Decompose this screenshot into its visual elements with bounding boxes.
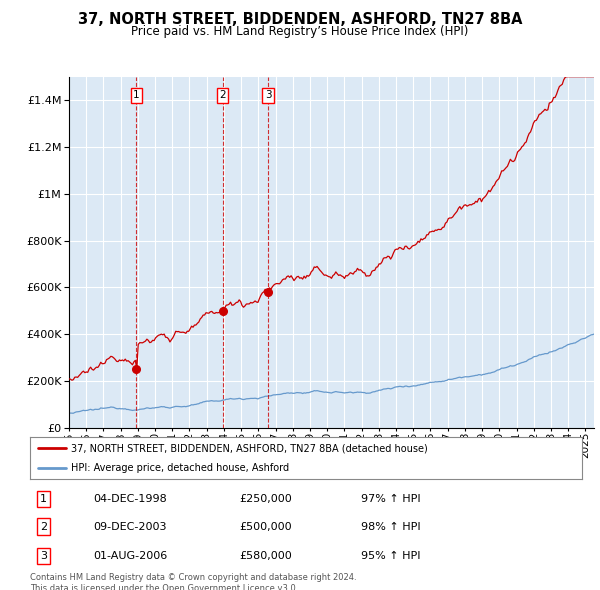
Text: 1: 1 [40, 494, 47, 504]
Text: £580,000: £580,000 [240, 551, 293, 561]
Text: £250,000: £250,000 [240, 494, 293, 504]
Text: 2: 2 [40, 522, 47, 532]
Text: 09-DEC-2003: 09-DEC-2003 [94, 522, 167, 532]
Text: 37, NORTH STREET, BIDDENDEN, ASHFORD, TN27 8BA (detached house): 37, NORTH STREET, BIDDENDEN, ASHFORD, TN… [71, 444, 428, 454]
Text: 98% ↑ HPI: 98% ↑ HPI [361, 522, 421, 532]
Text: 01-AUG-2006: 01-AUG-2006 [94, 551, 168, 561]
Text: 95% ↑ HPI: 95% ↑ HPI [361, 551, 421, 561]
Text: 2: 2 [219, 90, 226, 100]
Text: 3: 3 [40, 551, 47, 561]
Text: £500,000: £500,000 [240, 522, 292, 532]
Text: Price paid vs. HM Land Registry’s House Price Index (HPI): Price paid vs. HM Land Registry’s House … [131, 25, 469, 38]
Text: 1: 1 [133, 90, 140, 100]
Text: 3: 3 [265, 90, 272, 100]
Text: 37, NORTH STREET, BIDDENDEN, ASHFORD, TN27 8BA: 37, NORTH STREET, BIDDENDEN, ASHFORD, TN… [78, 12, 522, 27]
Text: HPI: Average price, detached house, Ashford: HPI: Average price, detached house, Ashf… [71, 464, 290, 473]
Text: 04-DEC-1998: 04-DEC-1998 [94, 494, 167, 504]
Text: Contains HM Land Registry data © Crown copyright and database right 2024.
This d: Contains HM Land Registry data © Crown c… [30, 573, 356, 590]
Text: 97% ↑ HPI: 97% ↑ HPI [361, 494, 421, 504]
